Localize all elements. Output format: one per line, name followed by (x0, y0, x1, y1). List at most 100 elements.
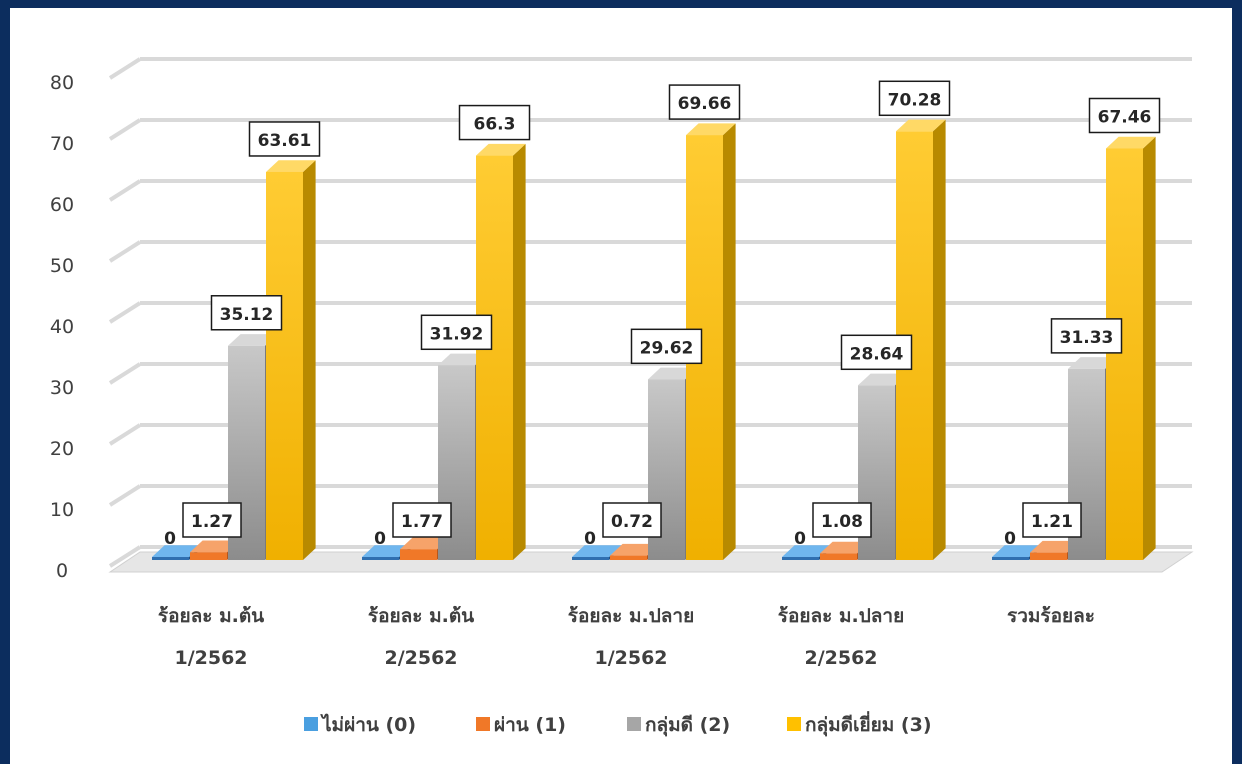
y-tick-label: 60 (50, 194, 74, 216)
bar-front (610, 555, 647, 560)
gridline-diagonal (108, 179, 142, 202)
gridline-diagonal (108, 484, 142, 507)
data-label-box (1088, 97, 1161, 134)
data-label: 0 (794, 529, 806, 549)
bar-side (303, 160, 316, 561)
category-label: 1/2562 (594, 647, 667, 669)
data-label-box (392, 502, 452, 538)
data-label-box (458, 104, 531, 141)
bar-top (1106, 136, 1156, 149)
data-label-box (630, 328, 703, 365)
data-label: 70.28 (878, 80, 951, 117)
category-labels: ร้อยละ ม.ต้น 1/2562 ร้อยละ ม.ต้น 2/2562 ร้อย… (158, 605, 1095, 669)
bar-top (1068, 357, 1118, 369)
bar-top (476, 143, 526, 156)
data-label-text: 28.64 (850, 344, 904, 364)
bar (476, 143, 526, 560)
data-label-text: 67.46 (1098, 107, 1152, 127)
gridline-diagonal (108, 362, 142, 385)
bar (896, 119, 946, 561)
bar-side (1143, 136, 1156, 560)
data-label: 31.92 (420, 314, 493, 351)
gridline-diagonal (108, 301, 142, 324)
legend-label: กลุ่มดีเยี่ยม (3) (805, 711, 932, 737)
bar-front (1106, 148, 1143, 560)
bar-top (992, 545, 1042, 557)
bar-top (610, 543, 660, 556)
bar-front (1030, 552, 1067, 560)
bar-front (152, 557, 189, 560)
bar (1106, 136, 1156, 560)
legend-item: ผ่าน (1) (476, 714, 566, 736)
y-tick-label: 30 (50, 377, 74, 399)
y-tick-label: 70 (50, 133, 74, 155)
data-label-text: 31.92 (430, 324, 484, 344)
gridline-diagonal (108, 118, 142, 141)
gridline-diagonal (108, 423, 142, 446)
data-label-box (878, 80, 951, 117)
bar-top (782, 545, 832, 557)
data-label-box (210, 295, 283, 331)
bar-front (572, 557, 609, 560)
gridline-diagonal (108, 240, 142, 263)
legend-swatch (304, 717, 318, 731)
data-label-text: 1.27 (191, 512, 233, 532)
data-label: 0 (584, 529, 596, 549)
data-label-box (420, 314, 493, 351)
legend: ไม่ผ่าน (0) ผ่าน (1) กลุ่มดี (2) กลุ่มดีเยี… (304, 711, 932, 737)
data-label: 0 (164, 529, 176, 549)
data-label-box (1022, 502, 1082, 538)
data-label: 63.61 (248, 121, 321, 157)
data-label-text: 31.33 (1060, 328, 1114, 348)
y-tick-label: 50 (50, 255, 74, 277)
data-labels: 0 1.27 35.12 63.61 0 1.77 31.92 66.3 0 0.72 29.62 6… (164, 80, 1161, 549)
data-label: 1.77 (392, 502, 452, 538)
bar-top (858, 373, 908, 386)
legend-label: กลุ่มดี (2) (645, 714, 730, 737)
category-label: 2/2562 (384, 647, 457, 669)
data-label: 31.33 (1050, 318, 1123, 354)
legend-label: ผ่าน (1) (494, 714, 566, 736)
legend-swatch (787, 717, 801, 731)
bar-front (820, 553, 857, 560)
legend-item: กลุ่มดี (2) (627, 714, 730, 737)
bar-top (648, 367, 698, 380)
category-label: ร้อยละ ม.ปลาย (568, 605, 694, 627)
data-label-text: 29.62 (640, 338, 694, 358)
category-label: 2/2562 (804, 647, 877, 669)
bar-front (400, 549, 437, 560)
gridline-diagonal (108, 545, 142, 568)
legend-item: กลุ่มดีเยี่ยม (3) (787, 711, 932, 737)
data-label: 35.12 (210, 295, 283, 331)
legend-item: ไม่ผ่าน (0) (304, 713, 416, 736)
category-label: ร้อยละ ม.ต้น (368, 605, 474, 627)
y-axis-ticks: 0 10 20 30 40 50 60 70 80 (50, 72, 74, 582)
category-label: ร้อยละ ม.ปลาย (778, 605, 904, 627)
frame-border-left (0, 0, 10, 764)
bar-top (686, 123, 736, 136)
y-tick-label: 10 (50, 499, 74, 521)
bar-top (1030, 540, 1080, 553)
data-label: 0 (1004, 529, 1016, 549)
frame-border-right (1232, 0, 1242, 764)
data-label: 1.08 (812, 502, 872, 538)
data-label-box (602, 502, 662, 538)
data-label-box (812, 502, 872, 538)
bar (266, 160, 316, 561)
bar-top (362, 545, 412, 557)
category-label: ร้อยละ ม.ต้น (158, 605, 264, 627)
data-label-text: 70.28 (888, 90, 942, 110)
bar-front (476, 155, 513, 560)
bar-front (782, 557, 819, 560)
bar-top (896, 119, 946, 132)
bar-top (820, 541, 870, 554)
category-label: รวมร้อยละ (1007, 605, 1095, 627)
data-label: 67.46 (1088, 97, 1161, 134)
data-label-box (1050, 318, 1123, 354)
bar-top (190, 540, 240, 553)
legend-label: ไม่ผ่าน (0) (320, 713, 416, 736)
category-label: 1/2562 (174, 647, 247, 669)
data-label-text: 1.21 (1031, 512, 1073, 532)
data-label: 1.27 (182, 502, 242, 538)
